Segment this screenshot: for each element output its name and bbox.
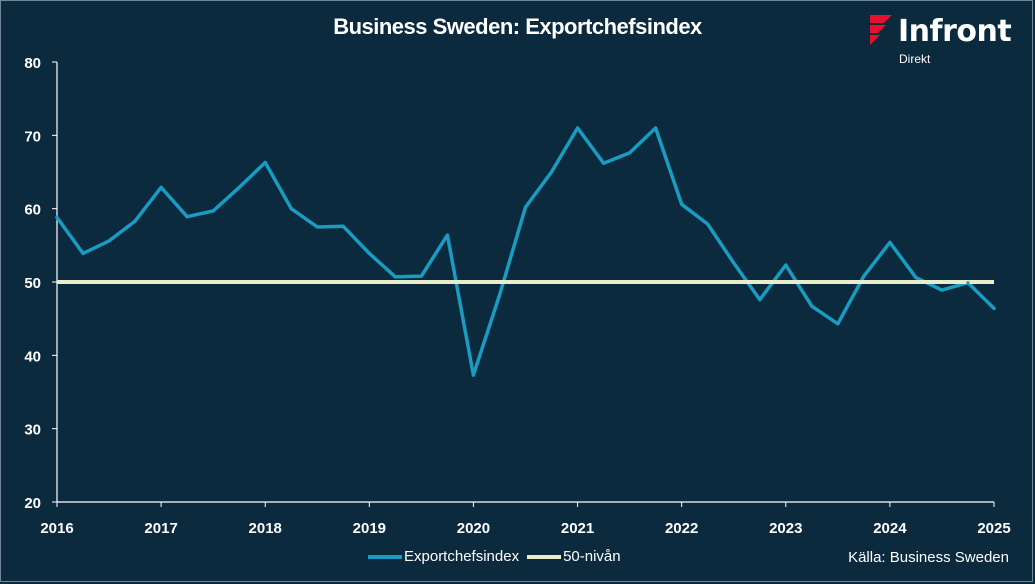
data-point-exportchefsindex-0 bbox=[55, 215, 59, 220]
data-point-exportchefsindex-25 bbox=[706, 222, 710, 226]
y-tick-label-70: 70 bbox=[24, 128, 41, 145]
data-point-exportchefsindex-35 bbox=[966, 281, 970, 285]
y-tick-label-30: 30 bbox=[24, 422, 41, 439]
data-point-exportchefsindex-22 bbox=[628, 151, 632, 155]
data-point-exportchefsindex-1 bbox=[81, 251, 85, 255]
data-point-exportchefsindex-3 bbox=[133, 219, 137, 223]
legend-swatch-50-nivan bbox=[527, 554, 562, 559]
data-point-exportchefsindex-27 bbox=[758, 298, 762, 302]
legend: Exportchefsindex 50-nivån bbox=[368, 548, 629, 565]
x-tick-label-2016: 2016 bbox=[40, 520, 73, 537]
data-point-exportchefsindex-33 bbox=[914, 276, 918, 280]
data-point-exportchefsindex-12 bbox=[367, 251, 371, 255]
x-tick-label-2022: 2022 bbox=[665, 520, 698, 537]
legend-label-exportchefsindex: Exportchefsindex bbox=[404, 548, 520, 565]
chart-title: Business Sweden: Exportchefsindex bbox=[333, 14, 702, 39]
infront-logo-icon bbox=[870, 15, 892, 45]
x-tick-label-2020: 2020 bbox=[457, 520, 490, 537]
data-point-exportchefsindex-29 bbox=[810, 304, 814, 308]
y-tick-label-80: 80 bbox=[24, 55, 41, 72]
data-point-exportchefsindex-5 bbox=[185, 215, 189, 219]
legend-item-50-nivan: 50-nivån bbox=[527, 548, 621, 565]
logo-subtitle: Direkt bbox=[899, 52, 931, 66]
data-point-exportchefsindex-10 bbox=[315, 225, 319, 229]
y-tick-label-20: 20 bbox=[24, 495, 41, 512]
series-group bbox=[55, 126, 996, 377]
y-tick-label-50: 50 bbox=[24, 275, 41, 292]
data-point-exportchefsindex-21 bbox=[602, 161, 606, 165]
y-tick-label-40: 40 bbox=[24, 348, 41, 365]
data-point-exportchefsindex-2 bbox=[107, 239, 111, 243]
data-point-exportchefsindex-18 bbox=[523, 205, 528, 209]
legend-label-50-nivan: 50-nivån bbox=[563, 548, 621, 565]
data-point-exportchefsindex-30 bbox=[836, 322, 840, 326]
x-tick-label-2017: 2017 bbox=[144, 520, 177, 537]
legend-item-exportchefsindex: Exportchefsindex bbox=[368, 548, 519, 565]
source-note: Källa: Business Sweden bbox=[848, 549, 1009, 566]
data-point-exportchefsindex-7 bbox=[237, 185, 241, 189]
data-point-exportchefsindex-13 bbox=[393, 275, 397, 279]
data-point-exportchefsindex-11 bbox=[341, 224, 345, 228]
x-tick-label-2021: 2021 bbox=[561, 520, 594, 537]
data-point-exportchefsindex-23 bbox=[654, 126, 658, 130]
x-tick-label-2023: 2023 bbox=[769, 520, 802, 537]
data-point-exportchefsindex-26 bbox=[732, 261, 736, 265]
data-point-exportchefsindex-32 bbox=[888, 240, 892, 244]
y-tick-label-60: 60 bbox=[24, 202, 41, 219]
data-point-exportchefsindex-9 bbox=[289, 207, 293, 211]
x-tick-label-2025: 2025 bbox=[977, 520, 1010, 537]
axes: 20 30 40 50 60 70 80 2016 2017 2018 2019 2020 2021 20… bbox=[24, 55, 1010, 537]
data-point-exportchefsindex-14 bbox=[419, 274, 423, 278]
logo-name: Infront bbox=[898, 14, 1012, 49]
data-point-exportchefsindex-28 bbox=[784, 263, 788, 267]
x-tick-label-2018: 2018 bbox=[249, 520, 282, 537]
infront-logo: Infront Direkt bbox=[868, 10, 1028, 70]
data-point-exportchefsindex-8 bbox=[263, 160, 267, 165]
data-point-exportchefsindex-24 bbox=[680, 202, 684, 206]
data-point-exportchefsindex-34 bbox=[940, 288, 944, 292]
x-tick-label-2019: 2019 bbox=[353, 520, 386, 537]
legend-swatch-exportchefsindex bbox=[368, 554, 402, 559]
data-point-exportchefsindex-19 bbox=[549, 170, 554, 174]
data-point-exportchefsindex-15 bbox=[445, 233, 449, 237]
x-tick-label-2024: 2024 bbox=[873, 520, 907, 537]
data-point-exportchefsindex-31 bbox=[862, 274, 866, 278]
data-point-exportchefsindex-4 bbox=[159, 185, 163, 189]
data-point-exportchefsindex-36 bbox=[992, 306, 996, 310]
data-point-exportchefsindex-20 bbox=[576, 126, 580, 130]
data-point-exportchefsindex-6 bbox=[211, 209, 215, 213]
data-point-exportchefsindex-17 bbox=[497, 293, 502, 297]
series-line-exportchefsindex bbox=[55, 126, 996, 377]
data-point-exportchefsindex-16 bbox=[471, 373, 475, 377]
